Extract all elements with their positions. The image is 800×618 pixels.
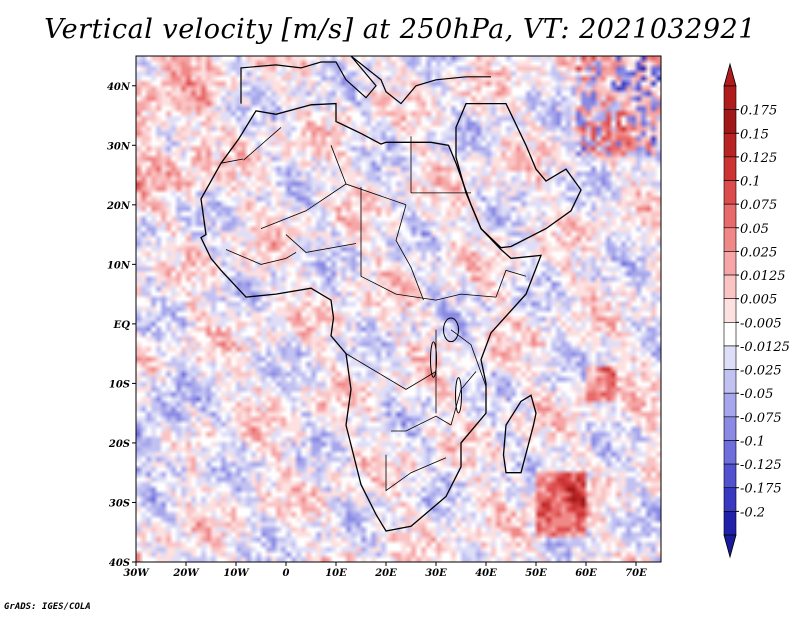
colorbar-bottom-cap (723, 534, 737, 559)
lake-outline (443, 317, 459, 343)
map-frame (135, 55, 662, 563)
colorbar-swatch (723, 180, 737, 205)
colorbar-label: 0.0125 (740, 269, 786, 284)
colorbar-label: -0.175 (740, 482, 782, 497)
lat-tick-label: 10N (107, 260, 131, 271)
lon-tick-label: 30E (425, 568, 447, 579)
colorbar-label: -0.2 (740, 505, 765, 520)
madagascar-coast (502, 394, 537, 474)
colorbar-swatch (723, 274, 737, 299)
country-border (395, 204, 424, 301)
colorbar-label: 0.175 (740, 104, 777, 119)
colorbar-label: 0.125 (740, 151, 777, 166)
lat-tick-label: 30N (107, 141, 131, 152)
lon-tick-label: 20E (374, 568, 397, 579)
lat-tick-label: 30S (109, 498, 130, 509)
africa-coast (200, 102, 542, 532)
colorbar-swatch (723, 85, 737, 110)
colorbar-swatch (723, 440, 737, 465)
country-border (220, 158, 244, 164)
country-border (391, 415, 452, 432)
colorbar-label: -0.125 (740, 458, 782, 473)
lon-tick-label: 10E (325, 568, 347, 579)
lon-tick-label: 60E (575, 568, 597, 579)
lon-tick-label: 50E (525, 568, 547, 579)
country-border (243, 127, 282, 161)
colorbar-label: -0.075 (740, 411, 782, 426)
lat-tick-label: EQ (113, 320, 131, 331)
colorbar-swatch (723, 227, 737, 252)
colorbar-swatch (723, 392, 737, 418)
colorbar-swatch (723, 322, 737, 347)
lon-tick-label: 30W (123, 568, 150, 579)
country-border (395, 293, 497, 301)
lat-tick-label: 10S (109, 379, 130, 390)
vertical-velocity-field (136, 56, 661, 562)
colorbar-swatch (723, 298, 737, 323)
colorbar-label: -0.05 (740, 387, 773, 402)
country-border (225, 249, 297, 265)
lon-tick-label: 40E (475, 568, 497, 579)
colorbar-swatch (723, 345, 737, 370)
country-border (495, 269, 527, 298)
colorbar-label: 0.1 (740, 175, 761, 190)
colorbar-label: 0.005 (740, 293, 777, 308)
lon-axis: 30W 20W 10W 0 10E 20E 30E 40E 50E 60E 70E (123, 562, 647, 579)
colorbar-swatch (723, 511, 737, 536)
colorbar-label: 0.05 (740, 222, 769, 237)
colorbar-swatch (723, 109, 737, 134)
credit-text: GrADS: IGES/COLA (4, 602, 91, 612)
colorbar-swatch (723, 487, 737, 512)
lat-tick-label: 20S (108, 439, 130, 450)
country-border (285, 234, 357, 253)
arabia-coast (455, 102, 582, 249)
colorbar-swatch (723, 251, 737, 276)
lat-axis: 40N 30N 20N 10N EQ 10S 20S 30S 40S (106, 82, 136, 569)
colorbar-swatch (723, 203, 737, 229)
lon-tick-label: 0 (283, 568, 290, 579)
lon-tick-label: 20W (172, 568, 200, 579)
colorbar-label: -0.025 (740, 364, 782, 379)
country-border (345, 353, 437, 390)
colorbar-swatch (723, 416, 737, 441)
colorbar-swatch (723, 156, 737, 181)
lon-tick-label: 10W (223, 568, 250, 579)
colorbar-top-cap (723, 62, 737, 87)
colorbar-label: 0.025 (740, 245, 777, 260)
map-title: Vertical velocity [m/s] at 250hPa, VT: 2… (44, 14, 756, 45)
colorbar-label: -0.005 (740, 316, 782, 331)
lat-tick-label: 40S (109, 558, 130, 569)
country-border (385, 454, 447, 492)
colorbar-label: 0.15 (740, 127, 769, 142)
colorbar-label: 0.075 (740, 198, 777, 213)
colorbar-label: -0.1 (740, 434, 765, 449)
colorbar-label: -0.0125 (740, 340, 790, 355)
lake-outline (430, 341, 437, 378)
colorbar: 0.175 0.15 0.125 0.1 0.075 0.05 0.025 0.0125 0.0… (723, 62, 790, 559)
colorbar-swatch (723, 463, 737, 489)
colorbar-swatch (723, 369, 737, 394)
country-border (260, 183, 347, 229)
colorbar-swatch (723, 132, 737, 158)
lake-outline (455, 377, 462, 414)
country-border (360, 187, 397, 295)
lat-tick-label: 40N (107, 82, 131, 93)
coastlines (200, 56, 582, 532)
lon-tick-label: 70E (625, 568, 647, 579)
lat-tick-label: 20N (106, 201, 131, 212)
europe-coast (240, 56, 491, 105)
